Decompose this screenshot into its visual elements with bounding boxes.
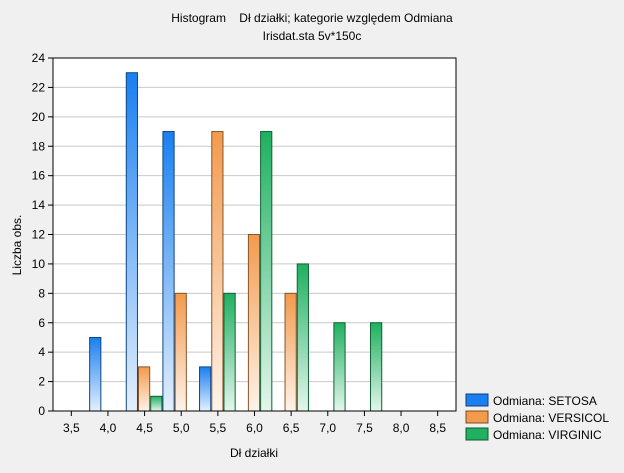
legend: Odmiana: SETOSA Odmiana: VERSICOL Odmiana:…	[465, 393, 609, 442]
y-tick-label: 16	[32, 169, 46, 183]
y-tick-label: 0	[38, 404, 45, 418]
bar-odmianaversicol-6,0	[247, 234, 261, 412]
legend-swatch	[465, 410, 489, 424]
x-tick-label: 5,5	[210, 421, 227, 435]
x-tick-label: 6,5	[283, 421, 300, 435]
y-tick-label: 4	[38, 345, 45, 359]
x-tick-label: 3,5	[63, 421, 80, 435]
y-tick-label: 14	[32, 198, 46, 212]
x-tick-label: 4,5	[136, 421, 153, 435]
bar-odmianaversicol-6,5	[284, 292, 297, 412]
bar-odmianavirginic-6,5	[296, 263, 309, 412]
y-tick-label: 8	[38, 286, 45, 300]
legend-label: Odmiana: SETOSA	[493, 394, 597, 408]
x-tick-label: 6,0	[246, 421, 263, 435]
legend-swatch	[465, 427, 489, 441]
y-axis-label: Liczba obs.	[10, 215, 24, 276]
bar-odmianaversicol-5,0	[174, 292, 187, 412]
legend-label: Odmiana: VERSICOL	[493, 411, 609, 425]
legend-swatch	[465, 393, 489, 407]
bar-odmianavirginic-7,5	[370, 322, 383, 412]
bar-odmianasetosa-4,0	[89, 336, 102, 412]
y-tick-label: 6	[38, 316, 45, 330]
y-tick-label: 22	[32, 80, 46, 94]
x-tick-label: 5,0	[173, 421, 190, 435]
bar-odmianavirginic-7,0	[333, 322, 346, 412]
y-tick-label: 18	[32, 139, 46, 153]
x-tick-label: 8,0	[393, 421, 410, 435]
bar-odmianasetosa-5,0	[162, 131, 175, 412]
bar-odmianasetosa-4,5	[125, 72, 138, 412]
chart-subtitle: Irisdat.sta 5v*150c	[263, 29, 362, 43]
bar-odmianaversicol-5,5	[211, 131, 224, 412]
bar-odmianavirginic-6,0	[260, 131, 273, 412]
bar-odmianasetosa-5,5	[199, 366, 212, 412]
x-tick-label: 7,5	[356, 421, 373, 435]
x-tick-label: 4,0	[100, 421, 117, 435]
chart-title: Histogram Dł działki; kategorie względem…	[171, 11, 453, 25]
y-tick-label: 12	[32, 228, 46, 242]
x-tick-label: 8,5	[429, 421, 446, 435]
bar-odmianaversicol-4,5	[137, 366, 151, 412]
x-axis-label: Dł działki	[230, 446, 278, 460]
x-tick-label: 7,0	[319, 421, 336, 435]
y-tick-label: 10	[32, 257, 46, 271]
legend-label: Odmiana: VIRGINIC	[493, 428, 602, 442]
bar-odmianavirginic-5,5	[223, 292, 236, 412]
y-tick-label: 24	[32, 51, 46, 65]
y-tick-label: 2	[38, 375, 45, 389]
y-tick-label: 20	[32, 110, 46, 124]
bar-odmianavirginic-4,5	[150, 395, 163, 412]
